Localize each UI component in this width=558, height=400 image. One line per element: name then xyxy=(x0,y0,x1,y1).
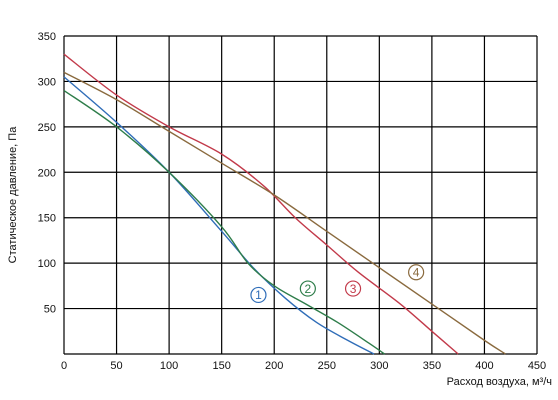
x-tick-labels: 0 50 100 150 200 250 300 350 400 450 xyxy=(61,360,546,372)
y-tick-label: 250 xyxy=(38,122,56,134)
x-tick-label: 350 xyxy=(423,360,441,372)
y-tick-label: 150 xyxy=(38,213,56,225)
x-tick-label: 200 xyxy=(265,360,283,372)
y-tick-label: 100 xyxy=(38,258,56,270)
series-marker-label: 2 xyxy=(305,282,312,296)
x-tick-label: 450 xyxy=(528,360,546,372)
y-tick-label: 300 xyxy=(38,76,56,88)
series-marker-circle xyxy=(299,280,316,297)
series-marker-circle xyxy=(250,286,267,304)
series-line-2 xyxy=(63,89,385,355)
x-tick-label: 300 xyxy=(370,360,388,372)
x-tick-label: 400 xyxy=(475,360,493,372)
x-tick-label: 100 xyxy=(160,360,178,372)
x-axis-label: Расход воздуха, м³/ч xyxy=(447,376,552,388)
x-tick-label: 250 xyxy=(318,360,336,372)
series-marker-label: 1 xyxy=(255,288,262,302)
x-tick-label: 50 xyxy=(110,360,122,372)
x-tick-label: 150 xyxy=(212,360,230,372)
x-tick-label: 0 xyxy=(61,360,67,372)
series-marker-circle xyxy=(344,280,362,297)
y-axis-label: Статическое давление, Па xyxy=(7,126,19,264)
series-lines xyxy=(63,53,506,355)
series-line-1 xyxy=(63,76,375,355)
series-markers: 1 2 3 4 xyxy=(250,264,425,304)
chart-grid xyxy=(63,35,538,355)
series-line-3 xyxy=(63,53,459,355)
series-marker-label: 3 xyxy=(350,282,357,296)
y-tick-label: 200 xyxy=(38,167,56,179)
y-tick-label: 50 xyxy=(44,304,56,316)
y-tick-label: 350 xyxy=(38,31,56,43)
series-marker-label: 4 xyxy=(413,265,420,279)
series-line-4 xyxy=(63,71,506,355)
series-marker-circle xyxy=(408,264,425,281)
y-tick-labels: 50 100 150 200 250 300 350 xyxy=(38,31,56,316)
